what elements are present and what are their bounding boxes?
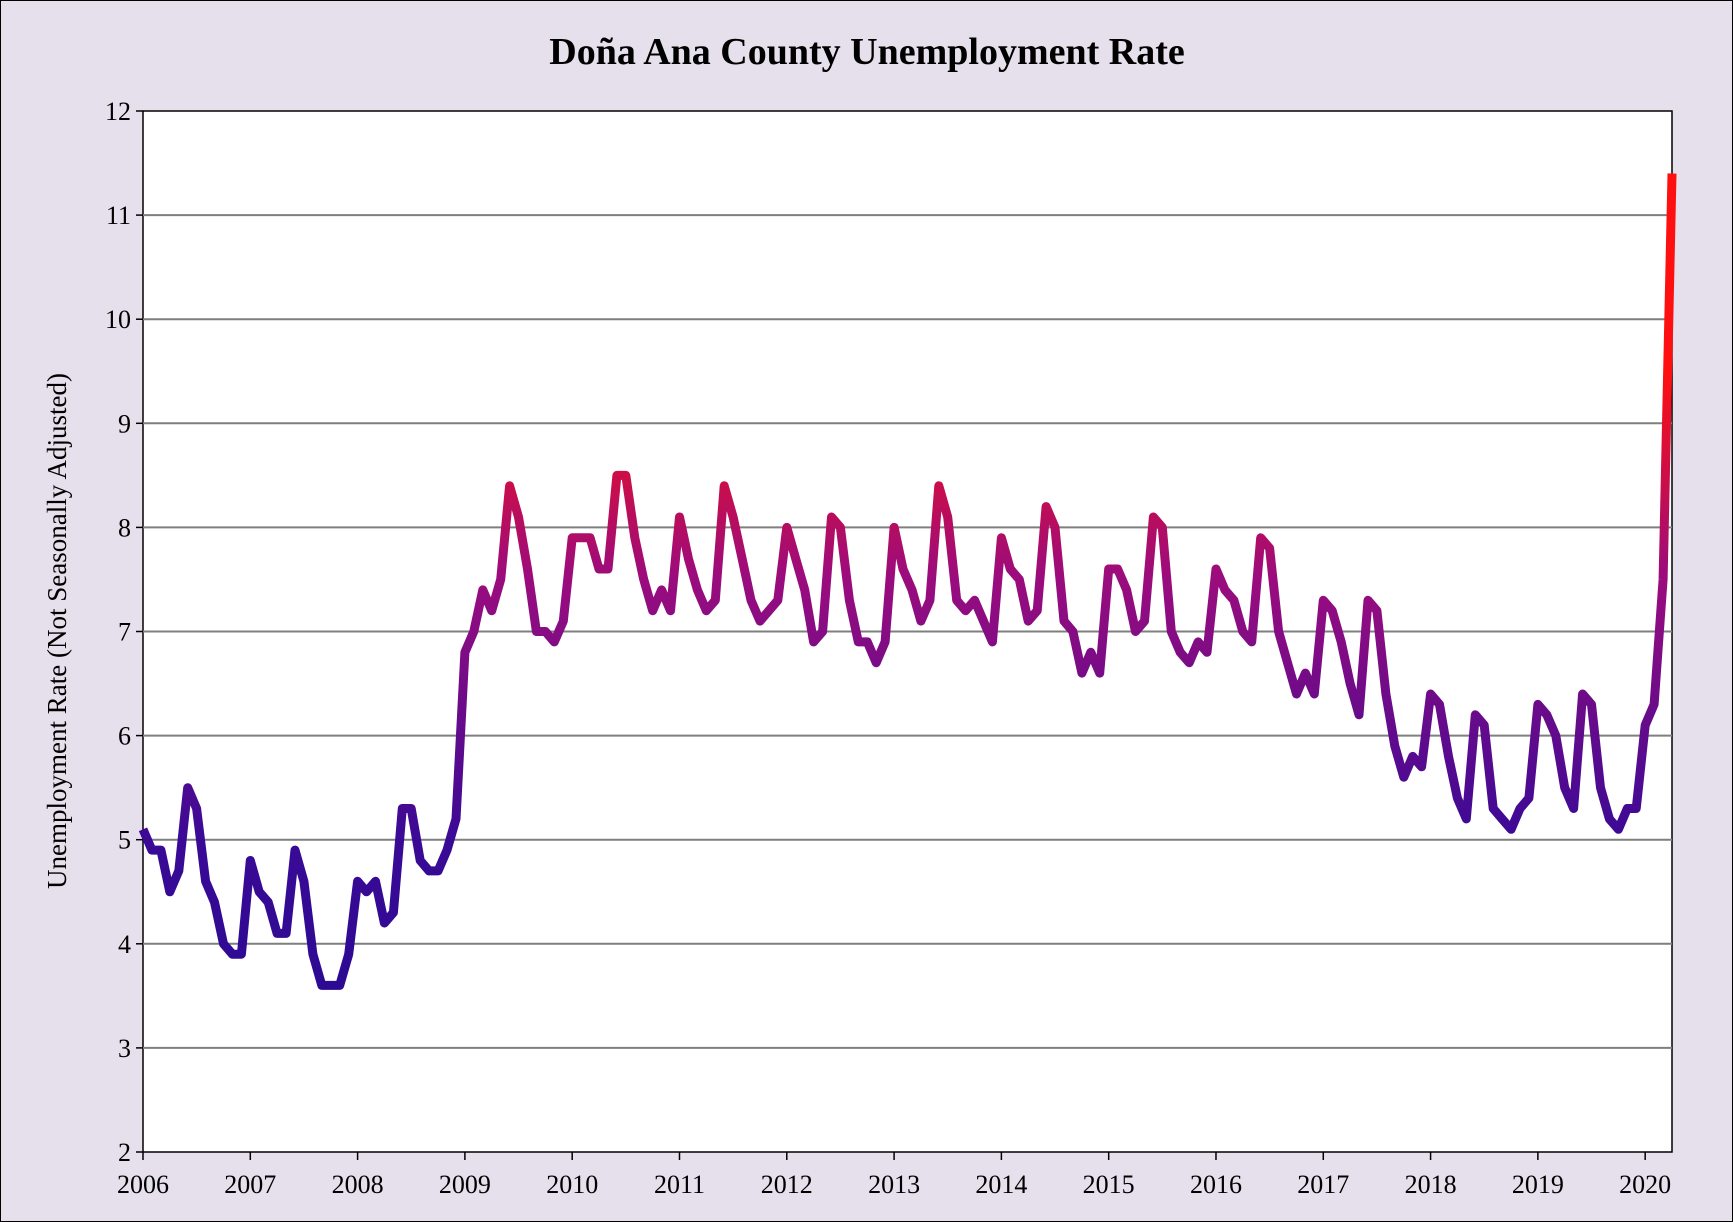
x-tick-label: 2010 [546,1170,598,1199]
y-axis-ticks: 2 3 4 5 6 7 8 9 10 11 12 [105,97,143,1167]
x-tick-label: 2012 [761,1170,813,1199]
chart-title: Doña Ana County Unemployment Rate [549,31,1184,73]
x-axis-ticks: 2006 2007 2008 2009 2010 2011 2012 2013 2014 2015… [117,1152,1671,1199]
y-tick-label: 4 [118,930,131,959]
x-tick-label: 2015 [1083,1170,1135,1199]
x-tick-label: 2011 [654,1170,705,1199]
y-tick-label: 3 [118,1034,131,1063]
y-tick-label: 5 [118,826,131,855]
x-tick-label: 2014 [975,1170,1027,1199]
x-tick-label: 2019 [1512,1170,1564,1199]
y-tick-label: 9 [118,409,131,438]
y-tick-label: 12 [105,97,131,126]
series-line [138,173,1677,990]
x-tick-label: 2017 [1297,1170,1349,1199]
y-tick-label: 2 [118,1138,131,1167]
y-tick-label: 10 [105,305,131,334]
x-tick-label: 2018 [1405,1170,1457,1199]
series-layer [138,173,1677,990]
x-tick-label: 2016 [1190,1170,1242,1199]
y-axis-label: Unemployment Rate (Not Seasonally Adjust… [42,373,72,889]
x-tick-label: 2009 [439,1170,491,1199]
gridlines [143,214,1672,1049]
y-tick-label: 7 [118,618,131,647]
x-tick-label: 2007 [224,1170,276,1199]
y-tick-label: 6 [118,722,131,751]
x-tick-label: 2013 [868,1170,920,1199]
x-tick-label: 2020 [1619,1170,1671,1199]
x-tick-label: 2008 [332,1170,384,1199]
y-tick-label: 11 [106,201,131,230]
x-tick-label: 2006 [117,1170,169,1199]
y-tick-label: 8 [118,513,131,542]
